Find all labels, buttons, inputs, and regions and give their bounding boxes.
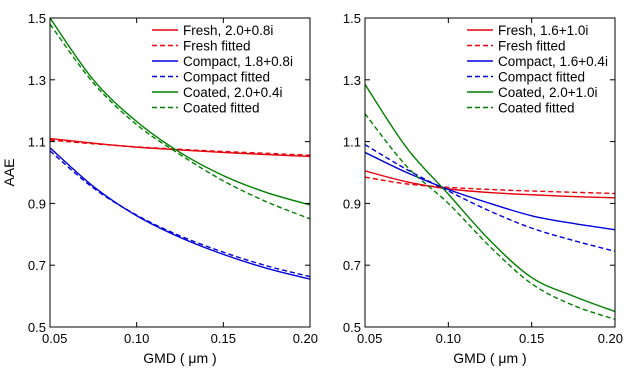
y-tick-label: 1.3 (343, 73, 361, 88)
legend-label-1: Fresh fitted (183, 39, 251, 54)
y-tick-label: 0.9 (343, 196, 361, 211)
plot-frame (364, 17, 616, 328)
y-tick-label: 1.5 (28, 11, 46, 26)
series-line-0 (50, 137, 310, 158)
series-line-3 (50, 150, 310, 278)
legend-label-3: Compact fitted (498, 70, 585, 85)
legend-label-4: Coated, 2.0+0.4i (183, 85, 282, 100)
plot-frame (49, 17, 311, 328)
series-lines (365, 84, 615, 320)
legend-label-5: Coated fitted (183, 101, 260, 116)
series-line-2 (50, 147, 310, 280)
x-tick-label: 0.15 (519, 331, 544, 346)
legend-label-2: Compact, 1.6+0.4i (498, 54, 608, 69)
y-axis-title: AAE (1, 158, 17, 186)
y-tick-label: 1.5 (343, 11, 361, 26)
legend-label-1: Fresh fitted (498, 39, 566, 54)
legend-label-5: Coated fitted (498, 101, 575, 116)
series-line-3 (365, 144, 615, 252)
series-lines (50, 18, 310, 280)
series-line-4 (50, 18, 310, 206)
y-tick-label: 1.3 (28, 73, 46, 88)
x-tick-label: 0.10 (124, 331, 149, 346)
series-line-5 (365, 113, 615, 320)
y-tick-label: 0.7 (343, 258, 361, 273)
series-line-1 (50, 139, 310, 156)
left-panel: 0.05 0.10 0.15 0.20 0.5 0.7 0.9 1.1 1.3 1.5 GMD ( … (1, 11, 318, 366)
series-line-4 (365, 84, 615, 313)
x-axis-title: GMD ( μm ) (143, 350, 216, 366)
y-tick-label: 0.9 (28, 196, 46, 211)
legend-label-0: Fresh, 2.0+0.8i (183, 23, 273, 38)
x-tick-label: 0.15 (211, 331, 236, 346)
series-line-5 (50, 23, 310, 220)
x-axis-title: GMD ( μm ) (453, 350, 526, 366)
series-line-1 (365, 176, 615, 195)
series-line-0 (365, 170, 615, 199)
x-tick-label: 0.10 (436, 331, 461, 346)
legend-label-0: Fresh, 1.6+1.0i (498, 23, 588, 38)
legend-label-2: Compact, 1.8+0.8i (183, 54, 293, 69)
legend-label-4: Coated, 2.0+1.0i (498, 85, 597, 100)
x-tick-label: 0.05 (42, 331, 67, 346)
right-panel: 0.05 0.10 0.15 0.20 0.5 0.7 0.9 1.1 1.3 1.5 GMD ( … (343, 11, 623, 366)
y-tick-label: 0.5 (343, 320, 361, 335)
y-tick-label: 0.5 (28, 320, 46, 335)
series-line-2 (365, 151, 615, 231)
legend-label-3: Compact fitted (183, 70, 270, 85)
y-tick-label: 1.1 (343, 135, 361, 150)
x-tick-label: 0.20 (598, 331, 623, 346)
x-tick-label: 0.05 (357, 331, 382, 346)
y-tick-label: 1.1 (28, 135, 46, 150)
y-tick-label: 0.7 (28, 258, 46, 273)
x-tick-label: 0.20 (293, 331, 318, 346)
